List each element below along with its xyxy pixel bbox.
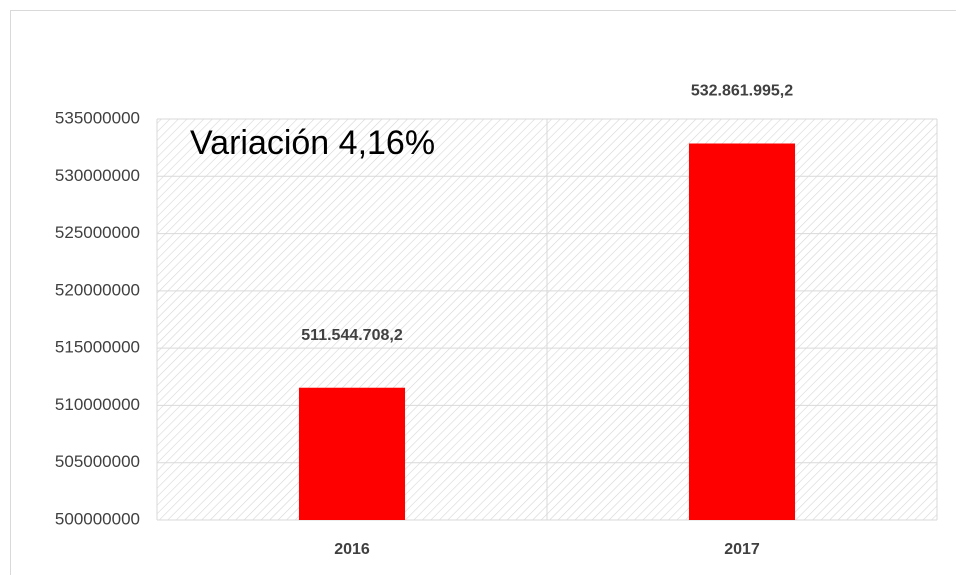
x-tick-label: 2016 bbox=[334, 541, 370, 558]
data-label: 511.544.708,2 bbox=[301, 327, 403, 344]
y-tick-label: 505000000 bbox=[55, 452, 140, 471]
y-tick-label: 515000000 bbox=[55, 338, 140, 357]
y-tick-label: 530000000 bbox=[55, 166, 140, 185]
annotation: Variación 4,16% bbox=[190, 124, 435, 162]
y-tick-label: 510000000 bbox=[55, 395, 140, 414]
x-tick-label: 2017 bbox=[724, 541, 760, 558]
y-tick-label: 535000000 bbox=[55, 108, 140, 127]
data-label: 532.861.995,2 bbox=[691, 83, 793, 100]
bar bbox=[688, 143, 796, 520]
y-tick-label: 520000000 bbox=[55, 280, 140, 299]
bar bbox=[298, 387, 406, 520]
y-tick-label: 525000000 bbox=[55, 223, 140, 242]
y-tick-label: 500000000 bbox=[55, 509, 140, 528]
